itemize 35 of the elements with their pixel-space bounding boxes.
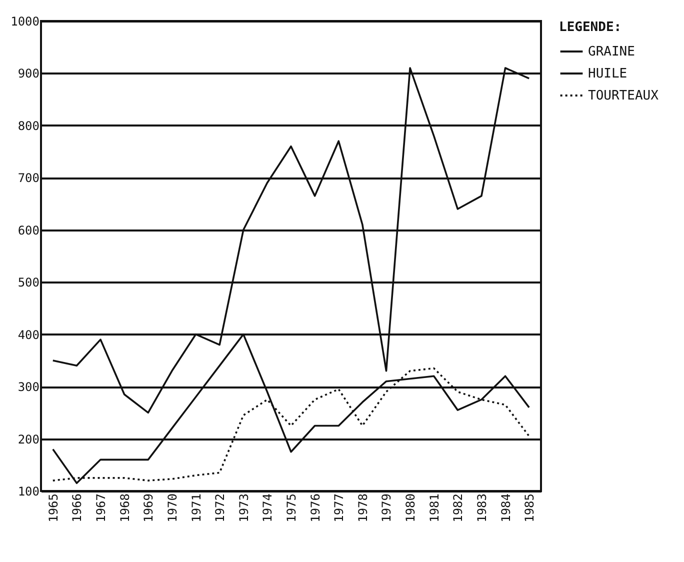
y-tick-label: 1000 bbox=[10, 14, 40, 28]
x-tick-label: 1976 bbox=[308, 494, 322, 522]
x-tick-label: 1967 bbox=[94, 494, 108, 522]
x-tick-label: 1975 bbox=[284, 494, 298, 522]
x-tick-label: 1984 bbox=[498, 494, 513, 522]
x-tick-label: 1980 bbox=[404, 494, 418, 522]
y-tick-label: 900 bbox=[18, 66, 40, 81]
y-tick-label: 300 bbox=[18, 380, 40, 394]
x-tick-label: 1969 bbox=[142, 494, 156, 522]
y-tick-label: 200 bbox=[18, 432, 40, 446]
x-tick-label: 1970 bbox=[165, 494, 180, 522]
x-tick-label: 1971 bbox=[189, 494, 204, 522]
x-tick-label: 1982 bbox=[451, 494, 466, 522]
legend-label: TOURTEAUX bbox=[588, 88, 659, 104]
x-tick-label: 1979 bbox=[380, 494, 394, 522]
y-tick-label: 800 bbox=[18, 118, 40, 133]
x-tick-label: 1968 bbox=[118, 494, 132, 522]
x-tick-label: 1981 bbox=[427, 494, 442, 522]
legend-title: LEGENDE: bbox=[559, 20, 622, 35]
legend-label: GRAINE bbox=[588, 44, 635, 60]
y-tick-label: 500 bbox=[18, 276, 40, 290]
x-tick-label: 1974 bbox=[260, 494, 275, 522]
x-tick-label: 1972 bbox=[213, 494, 228, 522]
x-tick-label: 1965 bbox=[46, 494, 60, 522]
x-tick-label: 1966 bbox=[70, 494, 84, 522]
x-tick-label: 1985 bbox=[522, 494, 537, 522]
y-tick-label: 700 bbox=[18, 171, 40, 186]
y-tick-label: 100 bbox=[18, 484, 40, 498]
y-tick-label: 400 bbox=[18, 328, 40, 342]
x-tick-label: 1983 bbox=[474, 494, 489, 522]
x-tick-label: 1973 bbox=[236, 494, 251, 522]
legend-label: HUILE bbox=[588, 66, 628, 82]
x-tick-label: 1977 bbox=[332, 494, 346, 522]
y-tick-label: 600 bbox=[18, 223, 40, 238]
x-tick-label: 1978 bbox=[356, 494, 370, 522]
